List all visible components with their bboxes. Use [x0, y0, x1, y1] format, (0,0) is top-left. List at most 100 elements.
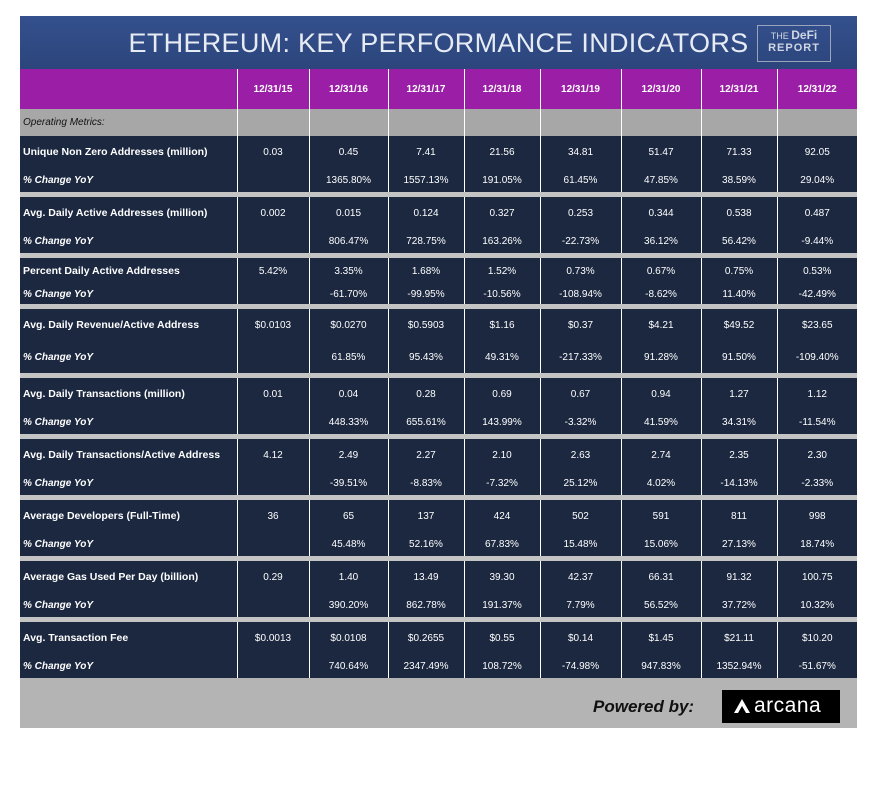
title-bar: ETHEREUM: KEY PERFORMANCE INDICATORS THE… [20, 16, 857, 69]
date-header-row: 12/31/15 12/31/16 12/31/17 12/31/18 12/31/19… [20, 69, 857, 109]
metric-value: 4.12 [236, 439, 309, 471]
header-blank-cell [20, 69, 237, 109]
metric-value: 3.35% [308, 258, 388, 284]
metric-value: $1.16 [463, 309, 540, 341]
metric-value: 2.49 [308, 439, 388, 471]
change-row: % Change YoY 448.33% 655.61% 143.99% -3.32% 4… [20, 410, 857, 434]
metric-value: 36 [236, 500, 309, 532]
metric-value: 2.10 [463, 439, 540, 471]
change-value: 91.50% [700, 341, 777, 373]
metric-row: Avg. Daily Transactions/Active Address 4.… [20, 439, 857, 471]
metric-value: 7.41 [387, 136, 464, 168]
metric-value: $0.0270 [308, 309, 388, 341]
change-value: 191.37% [463, 593, 540, 617]
metric-value: 0.73% [539, 258, 621, 284]
metric-value: $0.14 [539, 622, 621, 654]
change-value: -108.94% [539, 284, 621, 304]
metric-value: 2.27 [387, 439, 464, 471]
metric-value: 39.30 [463, 561, 540, 593]
change-value: -8.62% [620, 284, 701, 304]
metric-value: 0.53% [776, 258, 857, 284]
metric-value: 1.40 [308, 561, 388, 593]
change-row: % Change YoY 1365.80% 1557.13% 191.05% 61.45… [20, 168, 857, 192]
section-label: Operating Metrics: [20, 109, 237, 136]
metric-value: 0.75% [700, 258, 777, 284]
metric-value: 0.28 [387, 378, 464, 410]
date-header: 12/31/15 [236, 69, 309, 109]
metric-value: 0.03 [236, 136, 309, 168]
change-value: 862.78% [387, 593, 464, 617]
empty-cell [463, 109, 540, 136]
change-value [236, 284, 309, 304]
change-value: 49.31% [463, 341, 540, 373]
change-value [236, 654, 309, 678]
row-divider [20, 192, 857, 197]
change-label: % Change YoY [20, 341, 237, 373]
change-value: -10.56% [463, 284, 540, 304]
metric-value: 0.538 [700, 197, 777, 229]
change-value: 95.43% [387, 341, 464, 373]
metric-value: $23.65 [776, 309, 857, 341]
change-value: 91.28% [620, 341, 701, 373]
change-label: % Change YoY [20, 410, 237, 434]
change-row: % Change YoY 45.48% 52.16% 67.83% 15.48% 15.0… [20, 532, 857, 556]
row-divider [20, 617, 857, 622]
row-divider [20, 253, 857, 258]
metric-value: 21.56 [463, 136, 540, 168]
metric-row: Average Developers (Full-Time) 36 65 137 424… [20, 500, 857, 532]
change-row: % Change YoY -61.70% -99.95% -10.56% -108.94… [20, 284, 857, 304]
change-value: 728.75% [387, 229, 464, 253]
metric-value: 137 [387, 500, 464, 532]
metric-label: Avg. Daily Transactions (million) [20, 378, 237, 410]
metric-value: 0.67 [539, 378, 621, 410]
change-value: -11.54% [776, 410, 857, 434]
metric-value: 0.04 [308, 378, 388, 410]
metric-label: Avg. Transaction Fee [20, 622, 237, 654]
metric-value: 1.68% [387, 258, 464, 284]
change-row: % Change YoY 390.20% 862.78% 191.37% 7.79% 56… [20, 593, 857, 617]
change-value [236, 410, 309, 434]
change-value: -99.95% [387, 284, 464, 304]
change-value: 52.16% [387, 532, 464, 556]
metric-row: Avg. Daily Active Addresses (million) 0.0… [20, 197, 857, 229]
metric-value: 65 [308, 500, 388, 532]
change-label: % Change YoY [20, 593, 237, 617]
metric-value: $0.0108 [308, 622, 388, 654]
date-header: 12/31/21 [700, 69, 777, 109]
change-value: -2.33% [776, 471, 857, 495]
change-value [236, 532, 309, 556]
change-value: 740.64% [308, 654, 388, 678]
change-value: 10.32% [776, 593, 857, 617]
metric-row: Avg. Daily Revenue/Active Address $0.0103… [20, 309, 857, 341]
metric-value: $0.55 [463, 622, 540, 654]
change-value: 41.59% [620, 410, 701, 434]
change-value: 390.20% [308, 593, 388, 617]
change-value: -61.70% [308, 284, 388, 304]
date-header: 12/31/20 [620, 69, 701, 109]
change-value: 34.31% [700, 410, 777, 434]
metric-value: 66.31 [620, 561, 701, 593]
metric-value: 100.75 [776, 561, 857, 593]
change-value: -39.51% [308, 471, 388, 495]
metric-value: $21.11 [700, 622, 777, 654]
metric-value: 1.27 [700, 378, 777, 410]
change-row: % Change YoY 806.47% 728.75% 163.26% -22.73%… [20, 229, 857, 253]
change-value: -51.67% [776, 654, 857, 678]
change-value [236, 593, 309, 617]
change-value: 67.83% [463, 532, 540, 556]
change-value: 11.40% [700, 284, 777, 304]
change-value: 61.85% [308, 341, 388, 373]
metric-value: 91.32 [700, 561, 777, 593]
metric-value: $0.37 [539, 309, 621, 341]
change-value: 655.61% [387, 410, 464, 434]
empty-cell [776, 109, 857, 136]
change-value: 15.06% [620, 532, 701, 556]
metric-value: 502 [539, 500, 621, 532]
change-value: 108.72% [463, 654, 540, 678]
date-header: 12/31/22 [776, 69, 857, 109]
empty-cell [539, 109, 621, 136]
arcana-mark-icon [734, 699, 750, 713]
metric-row: Average Gas Used Per Day (billion) 0.29 1.… [20, 561, 857, 593]
change-value: -3.32% [539, 410, 621, 434]
metric-label: Unique Non Zero Addresses (million) [20, 136, 237, 168]
